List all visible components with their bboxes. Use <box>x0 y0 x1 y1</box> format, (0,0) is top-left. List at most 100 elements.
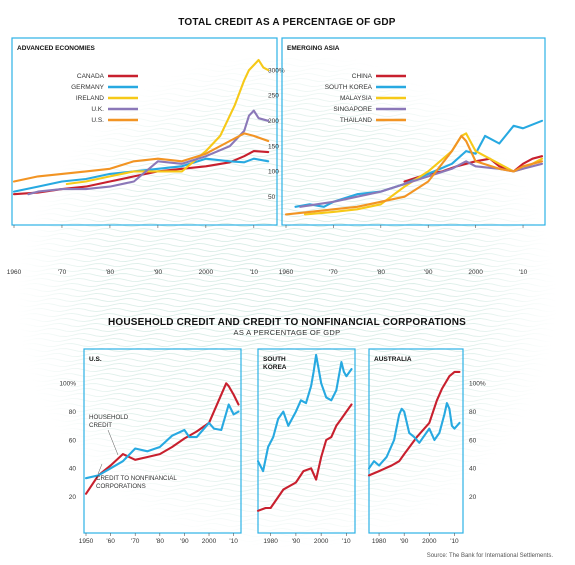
wave-line <box>0 307 571 313</box>
main-title: TOTAL CREDIT AS A PERCENTAGE OF GDP <box>178 17 396 28</box>
wave-line <box>0 352 571 358</box>
wave-line <box>0 312 571 318</box>
wave-line <box>0 517 571 523</box>
panel-frame <box>281 37 546 226</box>
series-line-4 <box>12 132 270 183</box>
x-tick-label: 1960 <box>279 269 294 276</box>
corporate-leader-line <box>97 463 103 475</box>
wave-line <box>0 372 571 378</box>
y-tick-label: 250 <box>268 93 279 100</box>
x-tick-label: '90 <box>400 538 409 545</box>
series-line-1 <box>367 402 461 470</box>
wave-line <box>0 417 571 423</box>
wave-line <box>0 542 571 548</box>
y-tick-label: 100% <box>59 381 76 388</box>
wave-line <box>0 282 571 288</box>
x-tick-label: '90 <box>154 269 163 276</box>
wave-line <box>0 292 571 298</box>
legend-label: GERMANY <box>71 84 105 91</box>
y-tick-label: 50 <box>268 194 276 201</box>
wave-line <box>0 467 571 473</box>
wave-line <box>0 262 571 268</box>
wave-line <box>0 367 571 373</box>
series-line-0 <box>12 150 270 196</box>
series-line-1 <box>256 353 353 473</box>
x-tick-label: 1980 <box>263 538 278 545</box>
wave-line <box>0 507 571 513</box>
wave-line <box>0 272 571 278</box>
wave-line <box>0 397 571 403</box>
panel-title: SOUTH <box>263 356 286 363</box>
x-tick-label: 1950 <box>79 538 94 545</box>
wave-line <box>0 477 571 483</box>
y-tick-label: 80 <box>69 409 77 416</box>
legend-label: IRELAND <box>76 95 104 102</box>
x-tick-label: '70 <box>131 538 140 545</box>
x-tick-label: 1980 <box>372 538 387 545</box>
source-note: Source: The Bank for International Settl… <box>427 553 554 559</box>
y-tick-label: 100% <box>469 381 486 388</box>
wave-line <box>0 277 571 283</box>
wave-line <box>0 392 571 398</box>
x-tick-label: 2000 <box>199 269 214 276</box>
y-tick-label: 200 <box>268 118 279 125</box>
legend-label: CHINA <box>352 73 373 80</box>
legend-label: THAILAND <box>340 117 372 124</box>
x-tick-label: '10 <box>519 269 528 276</box>
wave-line <box>0 337 571 343</box>
panel-asia: EMERGING ASIA 1960 '70 '80 '90 2000 '10 CHINA SO… <box>279 37 546 276</box>
section-title: HOUSEHOLD CREDIT AND CREDIT TO NONFINANC… <box>108 317 466 328</box>
wave-line <box>0 387 571 393</box>
x-tick-label: 2000 <box>468 269 483 276</box>
wave-line <box>0 407 571 413</box>
y-tick-label: 40 <box>469 466 477 473</box>
legend-label: MALAYSIA <box>340 95 373 102</box>
wave-line <box>0 287 571 293</box>
wave-line <box>0 527 571 533</box>
wave-line <box>0 342 571 348</box>
panel-us: U.S. 20 40 60 80 100% 1950 '60 '70 '80 '90 2000 '10 H… <box>59 348 242 545</box>
wave-line <box>0 402 571 408</box>
legend-label: SOUTH KOREA <box>325 84 373 91</box>
wave-line <box>0 232 571 238</box>
series-line-0 <box>84 382 240 495</box>
wave-line <box>0 317 571 323</box>
panel-frame <box>368 348 464 534</box>
x-tick-label: '80 <box>156 538 165 545</box>
wave-line <box>0 552 571 558</box>
wave-line <box>0 382 571 388</box>
wave-line <box>0 362 571 368</box>
x-tick-label: '10 <box>342 538 351 545</box>
wave-line <box>0 267 571 273</box>
wave-line <box>0 222 571 228</box>
wave-line <box>0 227 571 233</box>
panel-title: KOREA <box>263 364 287 371</box>
wave-line <box>0 502 571 508</box>
panel-title: ADVANCED ECONOMIES <box>17 45 96 52</box>
x-tick-label: '10 <box>450 538 459 545</box>
series-line-1 <box>84 403 240 480</box>
panel-australia: AUSTRALIA 20 40 60 80 100% 1980 '90 2000 '10 <box>367 348 486 545</box>
y-tick-label: 80 <box>469 409 477 416</box>
legend-label: U.S. <box>91 117 104 124</box>
y-tick-label: 150 <box>268 143 279 150</box>
wave-line <box>0 422 571 428</box>
wave-line <box>0 142 571 148</box>
x-tick-label: 2000 <box>314 538 329 545</box>
wave-line <box>0 252 571 258</box>
y-tick-label: 60 <box>469 437 477 444</box>
corporate-credit-label: CORPORATIONS <box>96 483 146 490</box>
wave-line <box>0 522 571 528</box>
corporate-credit-label: CREDIT TO NONFINANCIAL <box>96 475 177 482</box>
household-leader-line <box>107 429 119 456</box>
wave-line <box>0 492 571 498</box>
wave-line <box>0 427 571 433</box>
x-tick-label: '90 <box>424 269 433 276</box>
wave-line <box>0 457 571 463</box>
wave-line <box>0 242 571 248</box>
wave-line <box>0 442 571 448</box>
wave-line <box>0 297 571 303</box>
panel-frame <box>257 348 356 534</box>
x-tick-label: '90 <box>180 538 189 545</box>
